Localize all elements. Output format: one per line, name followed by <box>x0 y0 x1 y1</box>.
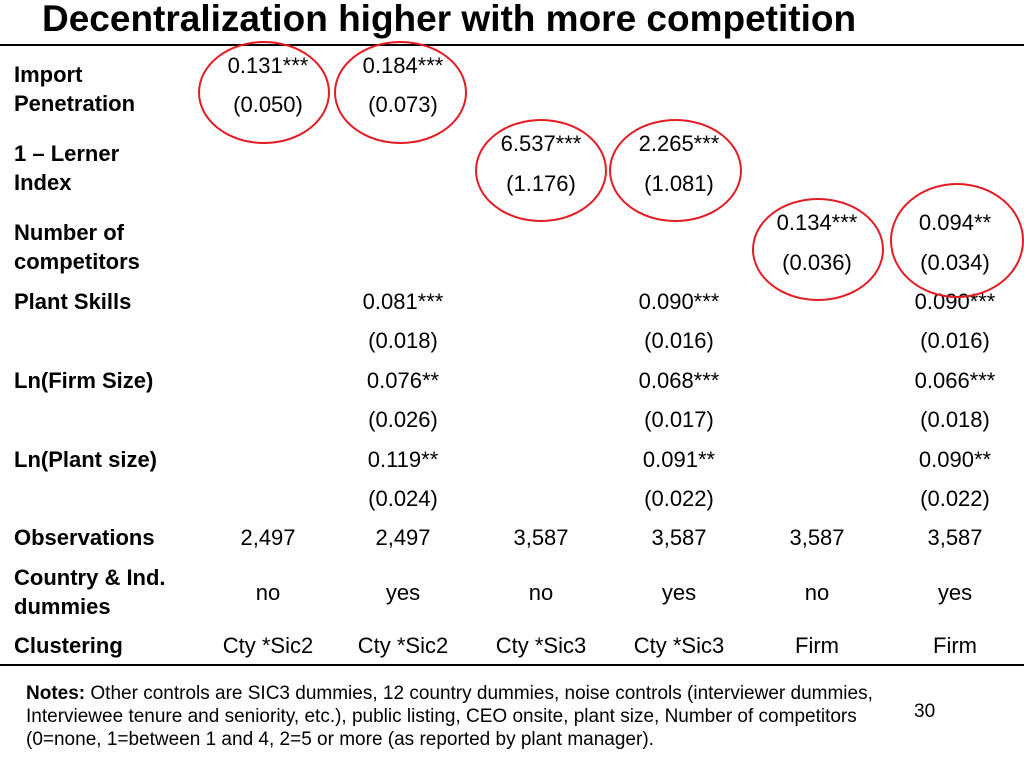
row-label-competitors-2: competitors <box>14 249 140 274</box>
observations-col4: 3,587 <box>651 525 707 550</box>
dummies-col1: no <box>255 580 281 605</box>
observations-col3: 3,587 <box>513 525 569 550</box>
notes-line-3: (0=none, 1=between 1 and 4, 2=5 or more … <box>26 729 654 750</box>
firm-size-se-col4: (0.017) <box>644 407 714 432</box>
highlight-circle-competitors-col6 <box>890 183 1024 298</box>
plant-skills-se-col6: (0.016) <box>920 328 990 353</box>
clustering-col3: Cty *Sic3 <box>495 633 587 658</box>
firm-size-coef-col4: 0.068*** <box>638 368 720 393</box>
highlight-circle-competitors-col5 <box>752 198 884 301</box>
table-bottom-rule <box>0 664 1024 666</box>
row-label-import-penetration-1: Import <box>14 62 83 87</box>
row-label-plant-size: Ln(Plant size) <box>14 447 158 472</box>
row-label-import-penetration-2: Penetration <box>14 91 136 116</box>
row-label-plant-skills: Plant Skills <box>14 289 132 314</box>
row-label-clustering: Clustering <box>14 633 123 658</box>
dummies-col2: yes <box>385 580 421 605</box>
plant-skills-coef-col2: 0.081*** <box>362 289 444 314</box>
page-number: 30 <box>914 701 936 722</box>
dummies-col4: yes <box>661 580 697 605</box>
plant-skills-coef-col4: 0.090*** <box>638 289 720 314</box>
notes-text-1: Other controls are SIC3 dummies, 12 coun… <box>85 683 873 704</box>
slide-title: Decentralization higher with more compet… <box>42 0 857 39</box>
plant-size-coef-col2: 0.119** <box>367 447 439 472</box>
firm-size-se-col2: (0.026) <box>368 407 438 432</box>
row-label-dummies-1: Country & Ind. <box>14 565 166 590</box>
clustering-col4: Cty *Sic3 <box>633 633 725 658</box>
firm-size-coef-col6: 0.066*** <box>914 368 996 393</box>
clustering-col5: Firm <box>795 633 839 658</box>
dummies-col3: no <box>528 580 554 605</box>
plant-size-se-col4: (0.022) <box>644 486 714 511</box>
row-label-firm-size: Ln(Firm Size) <box>14 368 154 393</box>
notes-line-1: Notes: Other controls are SIC3 dummies, … <box>26 682 873 705</box>
row-label-observations: Observations <box>14 525 155 550</box>
clustering-col1: Cty *Sic2 <box>222 633 314 658</box>
plant-size-coef-col4: 0.091** <box>642 447 716 472</box>
row-label-competitors-1: Number of <box>14 220 124 245</box>
highlight-circle-import-col1 <box>198 41 330 144</box>
dummies-col6: yes <box>937 580 973 605</box>
observations-col2: 2,497 <box>375 525 431 550</box>
plant-size-se-col2: (0.024) <box>368 486 438 511</box>
observations-col6: 3,587 <box>927 525 983 550</box>
notes-label: Notes: <box>26 683 86 704</box>
plant-size-coef-col6: 0.090** <box>918 447 992 472</box>
highlight-circle-lerner-col3 <box>475 119 607 222</box>
row-label-lerner-1: 1 – Lerner <box>14 141 120 166</box>
plant-size-se-col6: (0.022) <box>920 486 990 511</box>
table-notes: Notes: Other controls are SIC3 dummies, … <box>26 682 873 751</box>
clustering-col2: Cty *Sic2 <box>357 633 449 658</box>
table-top-rule <box>0 44 1024 46</box>
clustering-col6: Firm <box>933 633 977 658</box>
notes-line-2: Interviewee tenure and seniority, etc.),… <box>26 706 857 727</box>
observations-col5: 3,587 <box>789 525 845 550</box>
dummies-col5: no <box>804 580 830 605</box>
row-label-lerner-2: Index <box>14 170 72 195</box>
highlight-circle-import-col2 <box>334 41 467 144</box>
plant-skills-se-col4: (0.016) <box>644 328 714 353</box>
row-label-dummies-2: dummies <box>14 594 111 619</box>
firm-size-coef-col2: 0.076** <box>366 368 440 393</box>
observations-col1: 2,497 <box>240 525 296 550</box>
highlight-circle-lerner-col4 <box>609 119 742 222</box>
plant-skills-se-col2: (0.018) <box>368 328 438 353</box>
firm-size-se-col6: (0.018) <box>920 407 990 432</box>
